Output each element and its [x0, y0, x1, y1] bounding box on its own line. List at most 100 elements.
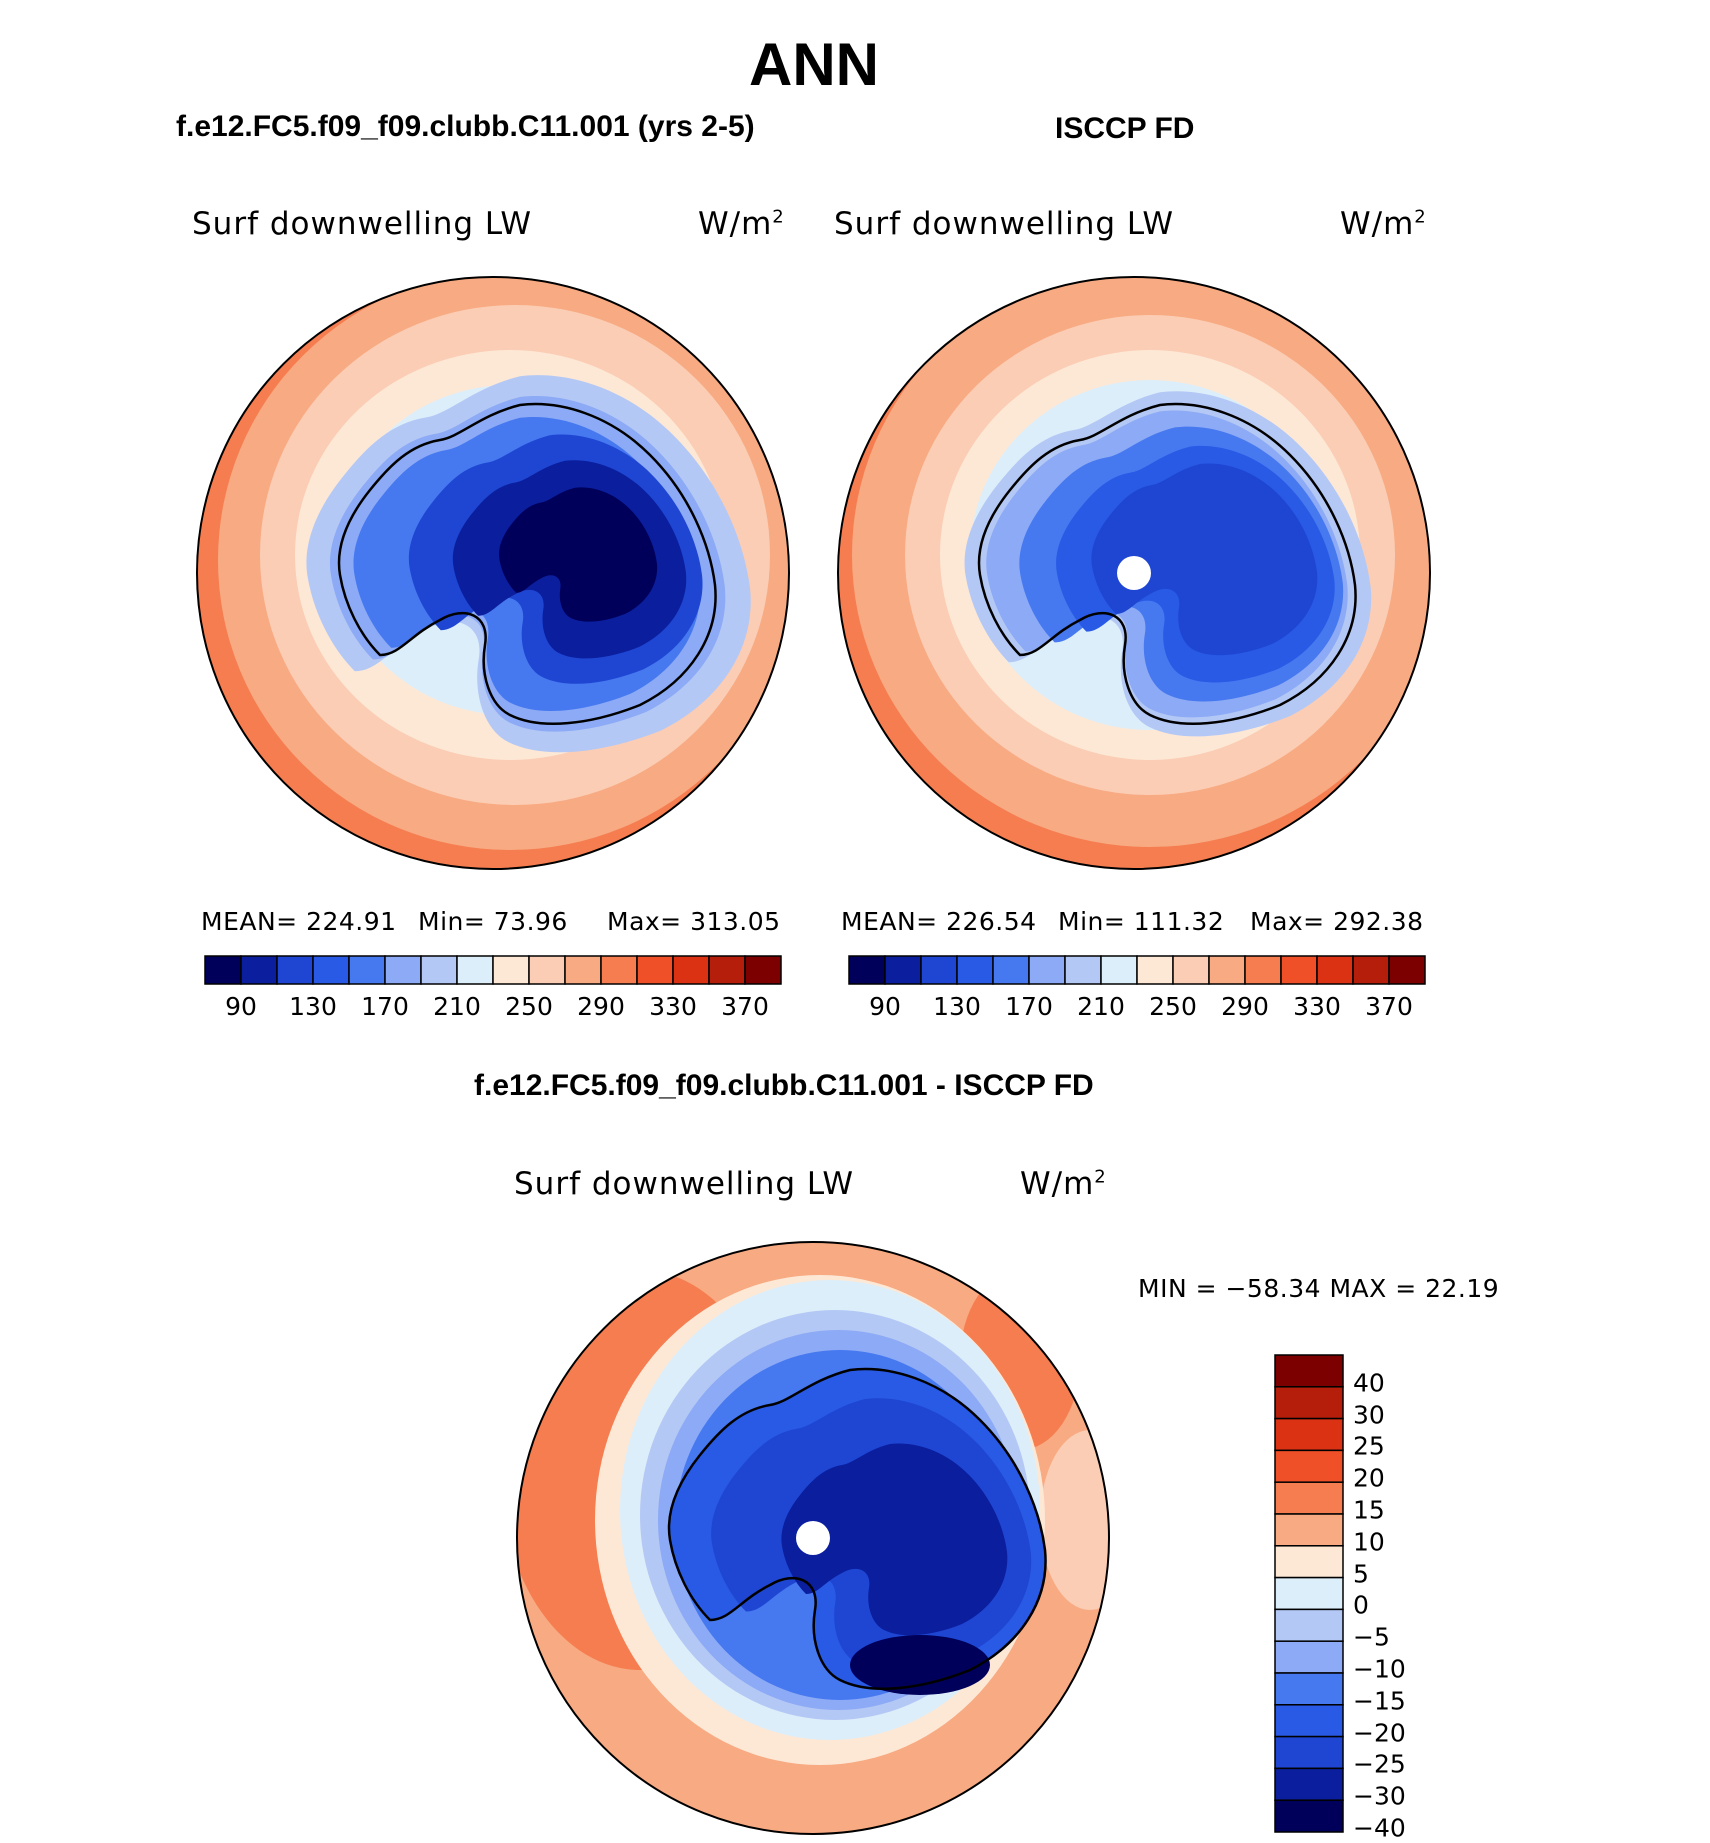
- panel1-colorbar-label: 170: [361, 992, 409, 1021]
- panel1-colorbar-box: [276, 955, 314, 985]
- panel3-map: [517, 1242, 1109, 1834]
- panel2-min: Min= 111.32: [1058, 907, 1225, 936]
- panel3-colorbar-box: [1274, 1417, 1344, 1452]
- panel3-colorbar-box: [1274, 1576, 1344, 1611]
- panel3-variable: Surf downwelling LW: [514, 1166, 855, 1202]
- panel3-colorbar-label: −30: [1353, 1781, 1406, 1811]
- panel3-colorbar-box: [1274, 1767, 1344, 1801]
- panel3-colorbar-box: [1274, 1545, 1344, 1579]
- panel1-colorbar-box: [672, 955, 710, 985]
- panel3-colorbar-box: [1274, 1481, 1344, 1515]
- panel1-colorbar-box: [492, 955, 530, 985]
- panel3-colorbar-label: 10: [1353, 1527, 1385, 1557]
- panel2-colorbar-label: 290: [1221, 992, 1269, 1021]
- panel2-colorbar-label: 370: [1365, 992, 1413, 1021]
- panel3-colorbar-box: [1274, 1608, 1344, 1642]
- panel2-colorbar-box: [1100, 955, 1138, 985]
- panel1-colorbar-box: [456, 955, 494, 985]
- panel3-colorbar-label: 15: [1353, 1495, 1385, 1525]
- panel1-colorbar-box: [564, 955, 602, 985]
- panel3-colorbar-label: −5: [1353, 1622, 1390, 1652]
- panel2-colorbar-box: [848, 955, 886, 985]
- panel3-colorbar-box: [1274, 1513, 1344, 1547]
- panel2-colorbar-label: 90: [869, 992, 901, 1021]
- panel3-colorbar-label: 0: [1353, 1590, 1369, 1620]
- panel3-colorbar-label: −25: [1353, 1749, 1406, 1779]
- panel1-colorbar-box: [312, 955, 350, 985]
- panel3-colorbar-label: 5: [1353, 1559, 1369, 1589]
- panel3-colorbar-box: [1274, 1799, 1344, 1833]
- panel1-colorbar-label: 130: [289, 992, 337, 1021]
- panel2-colorbar-box: [1316, 955, 1354, 985]
- panel2-colorbar: [848, 955, 1426, 985]
- panel3-colorbar-label: −15: [1353, 1686, 1406, 1716]
- panel3-colorbar: [1274, 1354, 1344, 1833]
- panel2-colorbar-label: 170: [1005, 992, 1053, 1021]
- panel2-colorbar-box: [1280, 955, 1318, 985]
- panel1-colorbar-box: [204, 955, 242, 985]
- panel1-colorbar-box: [636, 955, 674, 985]
- panel1-title: f.e12.FC5.f09_f09.clubb.C11.001 (yrs 2-5…: [176, 110, 755, 143]
- panel1-colorbar-box: [528, 955, 566, 985]
- panel2-mean: MEAN= 226.54: [841, 907, 1037, 936]
- panel2-colorbar-box: [884, 955, 922, 985]
- panel3-colorbar-box: [1274, 1449, 1344, 1483]
- panel2-colorbar-box: [956, 955, 994, 985]
- panel1-min: Min= 73.96: [418, 907, 568, 936]
- panel2-frame: [837, 276, 1431, 870]
- panel1-colorbar-box: [348, 955, 386, 985]
- panel1-map: [197, 277, 789, 869]
- panel3-colorbar-box: [1274, 1386, 1344, 1420]
- panel1-colorbar-box: [708, 955, 746, 985]
- panel2-colorbar-box: [1028, 955, 1066, 985]
- panel1-colorbar: [204, 955, 782, 985]
- panel3-title: f.e12.FC5.f09_f09.clubb.C11.001 - ISCCP …: [474, 1069, 1094, 1102]
- panel2-colorbar-label: 330: [1293, 992, 1341, 1021]
- panel3-colorbar-label: −40: [1353, 1813, 1406, 1843]
- panel1-mean: MEAN= 224.91: [201, 907, 397, 936]
- panel2-colorbar-box: [1244, 955, 1282, 985]
- panel2-colorbar-label: 250: [1149, 992, 1197, 1021]
- panel3-colorbar-label: 40: [1353, 1368, 1385, 1398]
- panel2-colorbar-box: [1172, 955, 1210, 985]
- panel2-title: ISCCP FD: [1055, 112, 1195, 145]
- panel1-colorbar-box: [600, 955, 638, 985]
- panel1-colorbar-label: 330: [649, 992, 697, 1021]
- panel3-units: W/m2: [1020, 1166, 1107, 1202]
- panel1-colorbar-label: 370: [721, 992, 769, 1021]
- panel3-frame: [516, 1241, 1110, 1835]
- panel1-colorbar-label: 290: [577, 992, 625, 1021]
- panel3-colorbar-box: [1274, 1735, 1344, 1770]
- panel3-colorbar-label: 25: [1353, 1431, 1385, 1461]
- panel2-colorbar-label: 130: [933, 992, 981, 1021]
- panel3-colorbar-label: 20: [1353, 1463, 1385, 1493]
- panel2-map: [838, 277, 1430, 869]
- panel1-colorbar-box: [744, 955, 782, 985]
- panel2-units: W/m2: [1340, 206, 1427, 242]
- panel3-colorbar-label: −20: [1353, 1718, 1406, 1748]
- panel2-max: Max= 292.38: [1250, 907, 1424, 936]
- panel1-units: W/m2: [698, 206, 785, 242]
- panel2-colorbar-box: [1352, 955, 1390, 985]
- panel1-colorbar-box: [240, 955, 278, 985]
- panel1-colorbar-box: [384, 955, 422, 985]
- panel2-colorbar-box: [1388, 955, 1426, 985]
- panel3-colorbar-label: 30: [1353, 1400, 1385, 1430]
- panel1-colorbar-label: 210: [433, 992, 481, 1021]
- panel3-colorbar-label: −10: [1353, 1654, 1406, 1684]
- panel2-colorbar-box: [1208, 955, 1246, 985]
- panel3-colorbar-box: [1274, 1704, 1344, 1738]
- panel2-colorbar-label: 210: [1077, 992, 1125, 1021]
- panel2-colorbar-box: [992, 955, 1030, 985]
- panel1-variable: Surf downwelling LW: [192, 206, 533, 242]
- panel3-colorbar-box: [1274, 1354, 1344, 1388]
- panel3-colorbar-box: [1274, 1640, 1344, 1674]
- panel1-colorbar-box: [420, 955, 458, 985]
- main-title: ANN: [749, 31, 879, 98]
- panel2-colorbar-box: [1064, 955, 1102, 985]
- panel1-frame: [196, 276, 790, 870]
- panel3-minmax: MIN = −58.34 MAX = 22.19: [1138, 1274, 1500, 1303]
- panel3-colorbar-box: [1274, 1672, 1344, 1706]
- panel2-colorbar-box: [1136, 955, 1174, 985]
